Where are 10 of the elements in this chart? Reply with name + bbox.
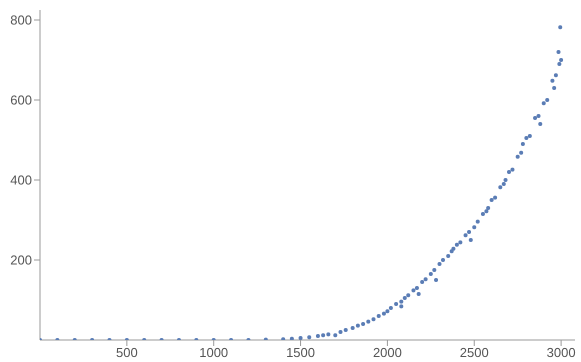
y-tick-label: 200 xyxy=(10,252,32,268)
x-tick-label: 2500 xyxy=(460,345,489,360)
x-tick-label: 500 xyxy=(116,345,138,360)
y-tick-label: 800 xyxy=(10,12,32,28)
y-tick-label: 400 xyxy=(10,172,32,188)
x-tick-label: 1500 xyxy=(286,345,316,360)
x-tick-label: 1000 xyxy=(199,345,228,360)
x-tick-label: 2000 xyxy=(372,345,402,360)
x-tick-label: 3000 xyxy=(546,345,576,360)
y-tick-label: 600 xyxy=(10,92,32,108)
